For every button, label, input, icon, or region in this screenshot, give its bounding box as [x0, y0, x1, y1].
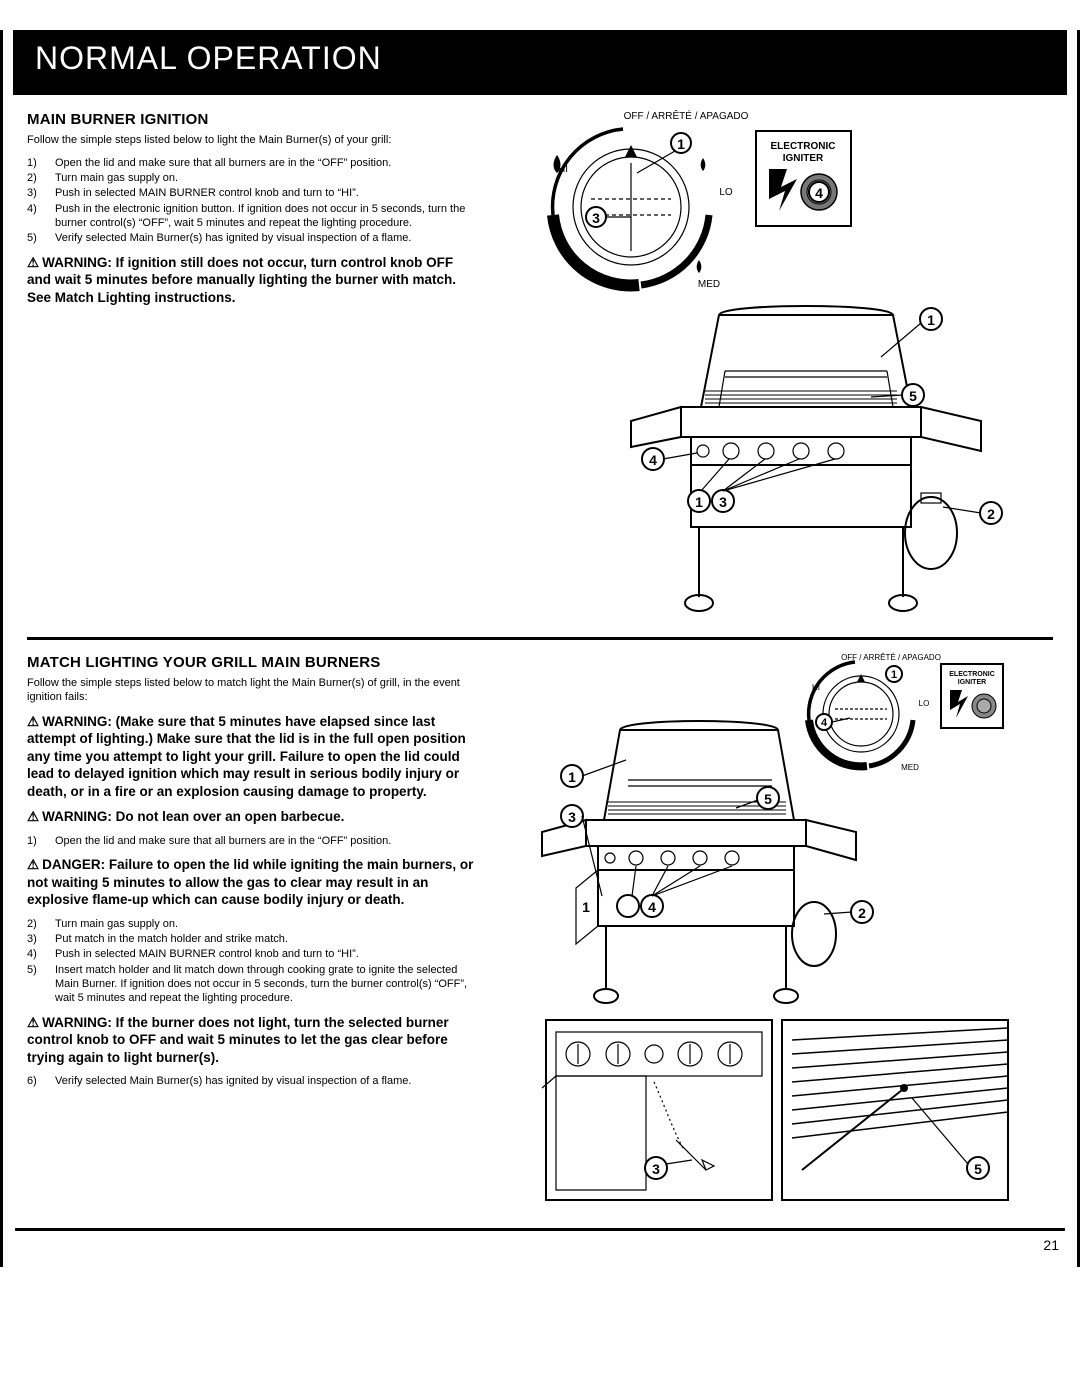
- hi-label: HI: [812, 683, 820, 692]
- list-item: Push in selected MAIN BURNER control kno…: [27, 947, 479, 961]
- svg-text:1: 1: [891, 669, 897, 681]
- list-item: Put match in the match holder and strike…: [27, 932, 479, 946]
- section2-step6: Verify selected Main Burner(s) has ignit…: [27, 1074, 479, 1088]
- list-item: Turn main gas supply on.: [27, 171, 479, 185]
- svg-text:3: 3: [592, 210, 600, 226]
- off-label: OFF / ARRÊTÉ / APAGADO: [624, 109, 749, 122]
- section-match-lighting: MATCH LIGHTING YOUR GRILL MAIN BURNERS F…: [27, 650, 1053, 1220]
- warning-icon: ⚠: [27, 809, 39, 824]
- lo-label: LO: [919, 699, 930, 708]
- igniter-label1: ELECTRONIC: [949, 671, 995, 678]
- warning-icon: ⚠: [27, 1015, 39, 1030]
- list-item: Turn main gas supply on.: [27, 917, 479, 931]
- list-item: Insert match holder and lit match down t…: [27, 963, 479, 1006]
- warning-icon: ⚠: [27, 714, 39, 729]
- list-item: Open the lid and make sure that all burn…: [27, 834, 479, 848]
- svg-text:3: 3: [652, 1161, 660, 1177]
- igniter-label2: IGNITER: [783, 153, 824, 164]
- list-item: Push in the electronic ignition button. …: [27, 202, 479, 231]
- page-title: NORMAL OPERATION: [35, 40, 382, 76]
- svg-text:4: 4: [821, 717, 828, 729]
- svg-text:1: 1: [568, 769, 576, 785]
- section2-heading: MATCH LIGHTING YOUR GRILL MAIN BURNERS: [27, 654, 479, 671]
- off-label: OFF / ARRÊTÉ / APAGADO: [841, 653, 941, 662]
- svg-text:1: 1: [695, 494, 703, 510]
- lo-label: LO: [719, 187, 733, 198]
- list-item: Verify selected Main Burner(s) has ignit…: [27, 1074, 479, 1088]
- hi-label: HI: [558, 164, 568, 175]
- svg-text:5: 5: [909, 388, 917, 404]
- danger-text: DANGER: Failure to open the lid while ig…: [27, 857, 473, 907]
- section2-step1: Open the lid and make sure that all burn…: [27, 834, 479, 848]
- svg-text:3: 3: [719, 494, 727, 510]
- med-label: MED: [901, 763, 919, 772]
- diagram-main-burner: OFF / ARRÊTÉ / APAGADO: [531, 107, 1021, 627]
- warning-text: WARNING: Do not lean over an open barbec…: [42, 809, 344, 824]
- svg-text:2: 2: [987, 506, 995, 522]
- section1-text: MAIN BURNER IGNITION Follow the simple s…: [27, 107, 499, 314]
- section2-warning3: ⚠WARNING: If the burner does not light, …: [27, 1014, 479, 1067]
- page-frame: NORMAL OPERATION MAIN BURNER IGNITION Fo…: [0, 30, 1080, 1267]
- list-item: Push in selected MAIN BURNER control kno…: [27, 186, 479, 200]
- list-item: Verify selected Main Burner(s) has ignit…: [27, 231, 479, 245]
- section2-steps-after: Turn main gas supply on. Put match in th…: [27, 917, 479, 1006]
- warning-text: WARNING: (Make sure that 5 minutes have …: [27, 714, 466, 799]
- section1-intro: Follow the simple steps listed below to …: [27, 134, 479, 148]
- svg-text:5: 5: [764, 791, 772, 807]
- section2-diagram: OFF / ARRÊTÉ / APAGADO 1 4: [499, 650, 1053, 1210]
- svg-text:4: 4: [648, 899, 656, 915]
- svg-text:1: 1: [927, 312, 935, 328]
- igniter-label1: ELECTRONIC: [770, 141, 835, 152]
- list-item: Open the lid and make sure that all burn…: [27, 156, 479, 170]
- content-area: MAIN BURNER IGNITION Follow the simple s…: [3, 95, 1077, 1220]
- svg-text:1: 1: [677, 136, 685, 152]
- section1-heading: MAIN BURNER IGNITION: [27, 111, 479, 128]
- section1-diagram: OFF / ARRÊTÉ / APAGADO: [499, 107, 1053, 627]
- section1-warning: ⚠WARNING: If ignition still does not occ…: [27, 254, 479, 307]
- page-title-bar: NORMAL OPERATION: [13, 30, 1067, 95]
- section2-intro: Follow the simple steps listed below to …: [27, 677, 479, 705]
- section2-warning2: ⚠WARNING: Do not lean over an open barbe…: [27, 808, 479, 826]
- section1-steps: Open the lid and make sure that all burn…: [27, 156, 479, 246]
- med-label: MED: [698, 279, 720, 290]
- section2-warning1: ⚠WARNING: (Make sure that 5 minutes have…: [27, 713, 479, 801]
- diagram-match-lighting: OFF / ARRÊTÉ / APAGADO 1 4: [526, 650, 1026, 1210]
- page-number: 21: [3, 1231, 1077, 1259]
- svg-text:3: 3: [568, 809, 576, 825]
- warning-text: WARNING: If ignition still does not occu…: [27, 255, 456, 305]
- warning-icon: ⚠: [27, 857, 39, 872]
- section2-text: MATCH LIGHTING YOUR GRILL MAIN BURNERS F…: [27, 650, 499, 1096]
- section2-danger: ⚠DANGER: Failure to open the lid while i…: [27, 856, 479, 909]
- svg-text:2: 2: [858, 905, 866, 921]
- svg-text:4: 4: [649, 452, 657, 468]
- section-main-burner: MAIN BURNER IGNITION Follow the simple s…: [27, 107, 1053, 640]
- svg-text:5: 5: [974, 1161, 982, 1177]
- svg-text:4: 4: [815, 185, 823, 201]
- igniter-label2: IGNITER: [958, 679, 986, 686]
- warning-text: WARNING: If the burner does not light, t…: [27, 1015, 449, 1065]
- svg-text:1: 1: [582, 899, 590, 915]
- warning-icon: ⚠: [27, 255, 39, 270]
